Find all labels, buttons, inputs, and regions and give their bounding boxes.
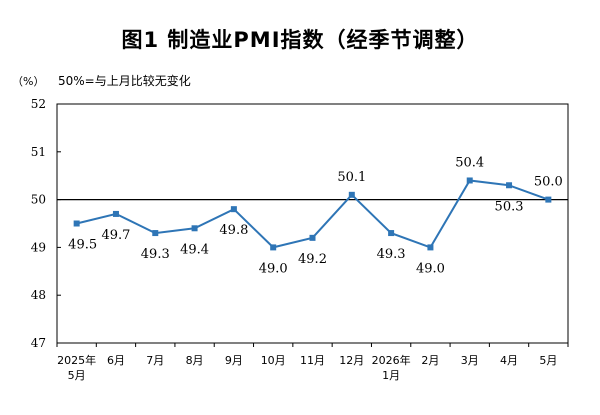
data-label: 49.5	[68, 238, 97, 253]
data-point	[112, 210, 119, 217]
data-label: 50.4	[455, 155, 484, 170]
y-tick-label: 49	[31, 240, 46, 254]
data-point	[191, 225, 198, 232]
x-tick-label: 5月	[68, 369, 86, 382]
plot-frame	[56, 103, 569, 344]
x-tick-label: 8月	[186, 354, 204, 367]
data-point	[309, 234, 316, 241]
x-tick-label: 2025年	[57, 353, 96, 367]
chart-title: 图1 制造业PMI指数（经季节调整）	[121, 28, 479, 52]
data-label: 49.0	[259, 261, 288, 276]
y-unit-label: （%）	[12, 75, 45, 88]
x-tick-label: 2月	[421, 354, 439, 367]
y-tick-label: 51	[31, 145, 46, 159]
data-point	[348, 191, 355, 198]
data-point	[545, 196, 552, 203]
reference-note: 50%=与上月比较无变化	[58, 74, 191, 88]
data-label: 49.7	[101, 228, 130, 243]
y-tick-label: 47	[31, 336, 46, 350]
x-tick-label: 11月	[300, 354, 325, 367]
data-point	[466, 177, 473, 184]
x-tick-label: 7月	[146, 354, 164, 367]
x-tick-label: 4月	[500, 354, 518, 367]
data-label: 49.4	[180, 242, 209, 257]
data-label: 49.2	[298, 252, 327, 267]
data-label: 49.3	[377, 247, 406, 262]
y-tick-label: 52	[31, 97, 46, 111]
data-label: 50.1	[337, 170, 366, 185]
data-label: 49.0	[416, 261, 445, 276]
y-tick-label: 50	[31, 193, 46, 207]
x-tick-label: 6月	[107, 354, 125, 367]
x-tick-label: 5月	[539, 354, 557, 367]
y-tick-label: 48	[31, 288, 46, 302]
x-tick-label: 12月	[339, 354, 364, 367]
data-point	[152, 230, 159, 237]
x-tick-label: 2026年	[372, 353, 411, 367]
data-label: 49.3	[141, 247, 170, 262]
data-point	[230, 206, 237, 213]
x-tick-label: 9月	[225, 354, 243, 367]
x-tick-label: 10月	[261, 354, 286, 367]
data-point	[427, 244, 434, 251]
data-point	[388, 230, 395, 237]
data-point	[73, 220, 80, 227]
data-point	[506, 182, 513, 189]
x-tick-label: 1月	[382, 369, 400, 382]
data-label: 49.8	[219, 223, 248, 238]
data-point	[270, 244, 277, 251]
x-tick-label: 3月	[461, 354, 479, 367]
data-label: 50.0	[534, 175, 563, 190]
data-label: 50.3	[495, 199, 524, 214]
